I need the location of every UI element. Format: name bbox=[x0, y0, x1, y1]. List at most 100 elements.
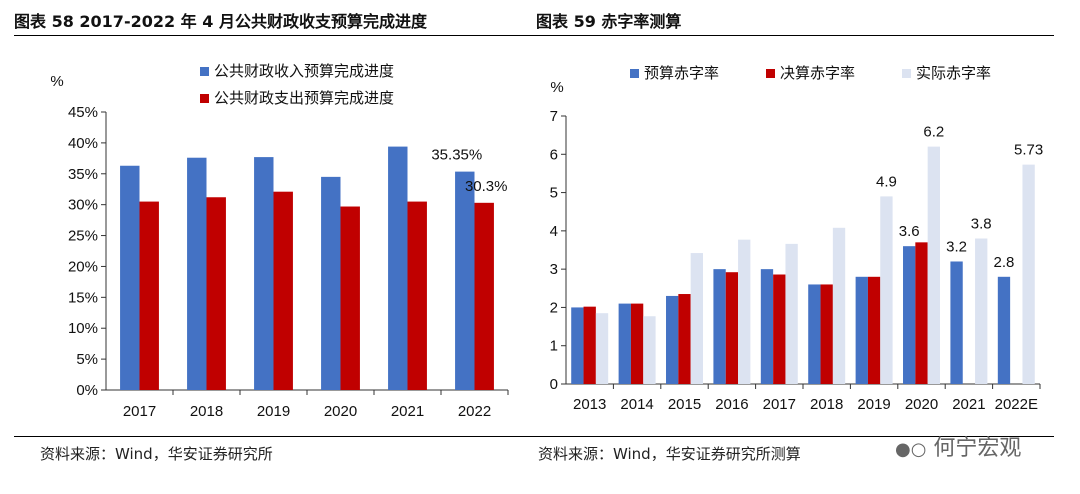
y-tick-label: 5% bbox=[76, 351, 98, 368]
right-source-note: 资料来源：Wind，华安证券研究所测算 bbox=[538, 445, 801, 463]
x-category-label: 2016 bbox=[715, 396, 748, 413]
legend-swatch bbox=[200, 94, 209, 103]
bar-3 bbox=[785, 243, 798, 384]
y-tick-label: 0 bbox=[550, 376, 558, 393]
legend-label: 预算赤字率 bbox=[644, 64, 719, 82]
bar-2 bbox=[773, 274, 786, 384]
y-tick-label: 2 bbox=[550, 299, 558, 316]
deficit-rate-chart: % 0 1 2 3 4 5 6 7 2013 2014 2015 2016 2017 2018 2019 202… bbox=[550, 64, 1044, 413]
bar-1 bbox=[187, 157, 207, 390]
bar-2 bbox=[206, 197, 226, 390]
data-label: 2.8 bbox=[994, 254, 1015, 271]
y-tick-label: 10% bbox=[68, 320, 98, 337]
legend-label: 公共财政收入预算完成进度 bbox=[214, 62, 394, 80]
bar-3 bbox=[975, 238, 988, 384]
bar-1 bbox=[254, 157, 274, 390]
bar-2 bbox=[867, 276, 881, 384]
wechat-watermark: ●○ 何宁宏观 bbox=[895, 430, 1021, 462]
legend-swatch bbox=[766, 69, 775, 78]
bar-3 bbox=[1022, 164, 1035, 384]
bar-3 bbox=[832, 227, 846, 384]
bar-3 bbox=[880, 196, 893, 384]
x-category-label: 2013 bbox=[573, 396, 606, 413]
watermark-text: 何宁宏观 bbox=[933, 436, 1022, 461]
x-category-label: 2019 bbox=[257, 403, 290, 420]
budget-progress-chart: % 0% 5% 10% 15% 20% 25% 30% 35% 40% 45% 2017 2018 201… bbox=[50, 62, 509, 420]
y-tick-label: 15% bbox=[68, 289, 98, 306]
bar-1 bbox=[855, 276, 868, 384]
y-tick-label: 25% bbox=[68, 228, 98, 245]
footer-rule bbox=[14, 436, 1054, 437]
bar-1 bbox=[388, 146, 408, 390]
bar-1 bbox=[997, 276, 1011, 384]
bar-3 bbox=[738, 239, 751, 384]
legend-swatch bbox=[630, 69, 639, 78]
bar-3 bbox=[595, 313, 609, 384]
bar-1 bbox=[950, 261, 963, 384]
bar-1 bbox=[808, 284, 821, 384]
legend-swatch bbox=[200, 67, 209, 76]
y-tick-label: 3 bbox=[550, 261, 558, 278]
data-label: 3.6 bbox=[899, 223, 920, 240]
header-rule bbox=[14, 35, 1054, 36]
bar-1 bbox=[120, 165, 140, 390]
bar-2 bbox=[407, 201, 427, 390]
data-label: 3.8 bbox=[971, 216, 992, 233]
left-source-note: 资料来源：Wind，华安证券研究所 bbox=[40, 445, 273, 463]
data-label: 35.35% bbox=[431, 147, 482, 164]
x-category-label: 2018 bbox=[810, 396, 843, 413]
x-category-label: 2020 bbox=[905, 396, 938, 413]
bar-1 bbox=[321, 176, 341, 390]
y-tick-label: 5 bbox=[550, 185, 558, 202]
right-chart-title: 图表 59 赤字率测算 bbox=[536, 12, 682, 31]
x-category-label: 2014 bbox=[620, 396, 653, 413]
bar-3 bbox=[643, 316, 656, 384]
x-category-label: 2019 bbox=[857, 396, 890, 413]
x-category-label: 2022E bbox=[995, 396, 1038, 413]
bar-2 bbox=[340, 206, 360, 390]
bar-1 bbox=[666, 295, 679, 384]
legend-label: 决算赤字率 bbox=[780, 64, 855, 82]
legend-label: 公共财政支出预算完成进度 bbox=[214, 89, 394, 107]
x-category-label: 2018 bbox=[190, 403, 223, 420]
y-tick-label: 7 bbox=[550, 108, 558, 125]
bar-1 bbox=[455, 171, 475, 390]
data-label: 4.9 bbox=[876, 173, 897, 190]
y-tick-label: 35% bbox=[68, 166, 98, 183]
y-tick-label: 0% bbox=[76, 382, 98, 399]
x-category-label: 2015 bbox=[668, 396, 701, 413]
bar-3 bbox=[927, 146, 940, 384]
y-tick-label: 4 bbox=[550, 223, 558, 240]
left-chart-title: 图表 58 2017-2022 年 4 月公共财政收支预算完成进度 bbox=[14, 12, 427, 31]
bar-2 bbox=[583, 306, 596, 384]
bar-1 bbox=[903, 246, 916, 384]
bar-2 bbox=[820, 284, 833, 384]
bar-1 bbox=[571, 307, 584, 384]
bar-2 bbox=[474, 202, 494, 390]
data-label: 30.3% bbox=[465, 178, 508, 195]
legend-label: 实际赤字率 bbox=[916, 65, 991, 82]
x-category-label: 2020 bbox=[324, 403, 357, 420]
y-tick-label: 30% bbox=[68, 197, 98, 214]
x-category-label: 2021 bbox=[952, 396, 985, 413]
x-category-label: 2022 bbox=[458, 403, 491, 420]
x-category-label: 2017 bbox=[763, 396, 796, 413]
y-tick-label: 45% bbox=[68, 104, 98, 121]
y-tick-label: 6 bbox=[550, 146, 558, 163]
x-category-label: 2017 bbox=[123, 403, 156, 420]
y-tick-label: 40% bbox=[68, 135, 98, 152]
bar-3 bbox=[690, 253, 703, 384]
bar-2 bbox=[678, 294, 691, 384]
bar-2 bbox=[630, 303, 644, 384]
x-category-label: 2021 bbox=[391, 403, 424, 420]
bar-2 bbox=[139, 201, 159, 390]
data-label: 3.2 bbox=[946, 238, 967, 255]
data-label: 5.73 bbox=[1014, 142, 1043, 159]
bar-1 bbox=[713, 269, 726, 384]
y-tick-label: 20% bbox=[68, 258, 98, 275]
bar-2 bbox=[915, 242, 928, 384]
y-axis-unit-label: % bbox=[50, 73, 63, 90]
y-tick-label: 1 bbox=[550, 338, 558, 355]
legend-swatch bbox=[902, 69, 911, 78]
bar-1 bbox=[760, 269, 774, 384]
